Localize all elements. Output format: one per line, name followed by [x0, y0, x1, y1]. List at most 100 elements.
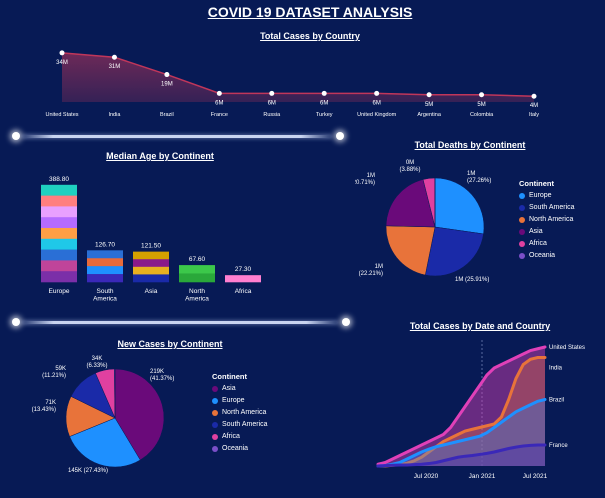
- divider-left-knob: [12, 132, 20, 140]
- median-age-bar-0-seg-5: [41, 238, 77, 250]
- newcases-legend-title: Continent: [212, 372, 247, 381]
- cases-country-tick-4: Russia: [263, 112, 281, 118]
- median-age-bar-2-seg-3: [133, 274, 169, 283]
- cases-date-title: Total Cases by Date and Country: [409, 321, 551, 331]
- newcases-legend-label: North America: [222, 409, 267, 416]
- deaths-legend-label: North America: [529, 216, 574, 223]
- cases-country-tick-8: Colombia: [470, 112, 494, 118]
- median-age-bar-0-seg-1: [41, 195, 77, 207]
- cases-country-area: [62, 52, 534, 102]
- deaths-slice-2: [385, 225, 436, 276]
- cases-country-tick-6: United Kingdom: [357, 112, 397, 118]
- deaths-legend-swatch: [519, 204, 525, 211]
- deaths-legend-swatch: [519, 252, 525, 259]
- newcases-legend-swatch: [212, 397, 218, 404]
- deaths-label-0: 1M (27.26%): [467, 171, 491, 184]
- newcases-label-0: 219K (41.37%): [150, 369, 174, 382]
- deaths-legend-label: Oceania: [529, 252, 556, 259]
- cases-date-series-label-1: India: [549, 366, 563, 372]
- newcases-slice-0: [114, 368, 165, 461]
- median-age-bar-0-seg-7: [41, 260, 77, 272]
- cases-country-point-7: [426, 92, 432, 98]
- deaths-label-4: 0M (3.88%): [399, 160, 420, 173]
- median-age-value-0: 388.80: [49, 176, 69, 183]
- cases-country-tick-0: United States: [45, 112, 78, 118]
- newcases-slice-1: [69, 417, 141, 468]
- deaths-legend-label: Africa: [529, 240, 547, 247]
- newcases-label-1: 145K (27.43%): [68, 468, 108, 474]
- cases-country-point-0: [59, 50, 65, 56]
- median-age-bar-1-seg-3: [87, 274, 123, 283]
- median-age-bar-1-seg-0: [87, 250, 123, 259]
- cases-country-point-8: [479, 92, 485, 98]
- newcases-legend-item: Asia: [212, 385, 268, 392]
- cases-country-label-7: 5M: [425, 102, 433, 108]
- newcases-legend-swatch: [212, 421, 218, 428]
- cases-country-point-6: [374, 90, 380, 96]
- page-title: COVID 19 DATASET ANALYSIS: [207, 4, 413, 20]
- cases-country-tick-7: Argentina: [417, 112, 441, 118]
- cases-country-point-9: [531, 93, 537, 99]
- median-age-tick-3: North America: [185, 288, 209, 303]
- deaths-label-3: 1M(20.71%): [355, 173, 375, 186]
- median-age-bar-0-seg-0: [41, 184, 77, 196]
- deaths-legend-item: North America: [519, 216, 575, 223]
- newcases-label-4: 34K (6.33%): [86, 356, 107, 369]
- median-age-tick-4: Africa: [235, 288, 252, 295]
- median-age-tick-0: Europe: [49, 288, 70, 295]
- new-cases-legend: Continent Asia Europe North America South Am…: [212, 372, 268, 457]
- cases-country-tick-2: Brazil: [160, 112, 174, 118]
- deaths-legend-label: South America: [529, 204, 575, 211]
- cases-country-tick-9: Italy: [529, 112, 539, 118]
- newcases-legend-item: North America: [212, 409, 268, 416]
- cases-country-label-2: 19M: [161, 82, 173, 88]
- cases-country-point-3: [216, 90, 222, 96]
- deaths-legend-label: Asia: [529, 228, 543, 235]
- divider-bottom-knob: [12, 318, 20, 326]
- cases-country-tick-1: India: [108, 112, 121, 118]
- cases-country-point-1: [111, 54, 117, 60]
- cases-country-point-5: [321, 90, 327, 96]
- newcases-legend-item: South America: [212, 421, 268, 428]
- newcases-legend-swatch: [212, 385, 218, 392]
- divider-left: [22, 135, 332, 138]
- newcases-legend-label: Asia: [222, 385, 236, 392]
- median-age-tick-2: Asia: [145, 288, 158, 295]
- deaths-label-1: 1M (25.91%): [455, 277, 489, 283]
- median-age-bar-0-seg-8: [41, 271, 77, 283]
- cases-date-tick-0: Jul 2020: [414, 473, 439, 480]
- median-age-value-1: 126.70: [95, 241, 115, 248]
- median-age-chart: 388.80 Europe 126.70 South America 121.50 Asia…: [41, 176, 261, 303]
- median-age-bar-0-seg-6: [41, 249, 77, 261]
- newcases-legend-label: South America: [222, 421, 268, 428]
- cases-country-label-8: 5M: [477, 102, 485, 108]
- median-age-value-3: 67.60: [189, 256, 206, 263]
- cases-country-point-4: [269, 90, 275, 96]
- divider-left-knob-end: [336, 132, 344, 140]
- cases-country-label-0: 34M: [56, 60, 68, 66]
- deaths-legend-title: Continent: [519, 179, 554, 188]
- cases-date-line-2: [376, 398, 547, 468]
- new-cases-pie-chart: 219K (41.37%) 145K (27.43%) 71K (13.43%) 59K(…: [32, 356, 175, 474]
- newcases-label-3: 59K (11.21%): [42, 366, 66, 379]
- deaths-legend-swatch: [519, 228, 525, 235]
- newcases-legend-item: Africa: [212, 433, 268, 440]
- median-age-title: Median Age by Continent: [106, 151, 214, 161]
- median-age-bar-4-seg-0: [225, 275, 261, 283]
- divider-bottom: [22, 321, 338, 324]
- cases-date-area-1: [378, 357, 545, 466]
- cases-country-label-9: 4M: [530, 103, 538, 109]
- median-age-tick-1: South America: [93, 288, 117, 303]
- deaths-legend-item: South America: [519, 204, 575, 211]
- newcases-legend-label: Europe: [222, 397, 245, 404]
- deaths-legend-swatch: [519, 192, 525, 199]
- cases-date-chart: United States India Brazil France Jul 2020 Ja…: [376, 340, 585, 480]
- deaths-title: Total Deaths by Continent: [414, 140, 526, 150]
- deaths-label-2: 1M (22.21%): [359, 264, 383, 277]
- cases-date-line-0: [376, 345, 547, 466]
- cases-country-tick-3: France: [211, 112, 228, 118]
- median-age-bar-2-seg-1: [133, 259, 169, 268]
- median-age-bar-1-seg-1: [87, 258, 123, 267]
- deaths-legend: Continent Europe South America North Americ…: [519, 179, 575, 264]
- deaths-legend-label: Europe: [529, 192, 552, 199]
